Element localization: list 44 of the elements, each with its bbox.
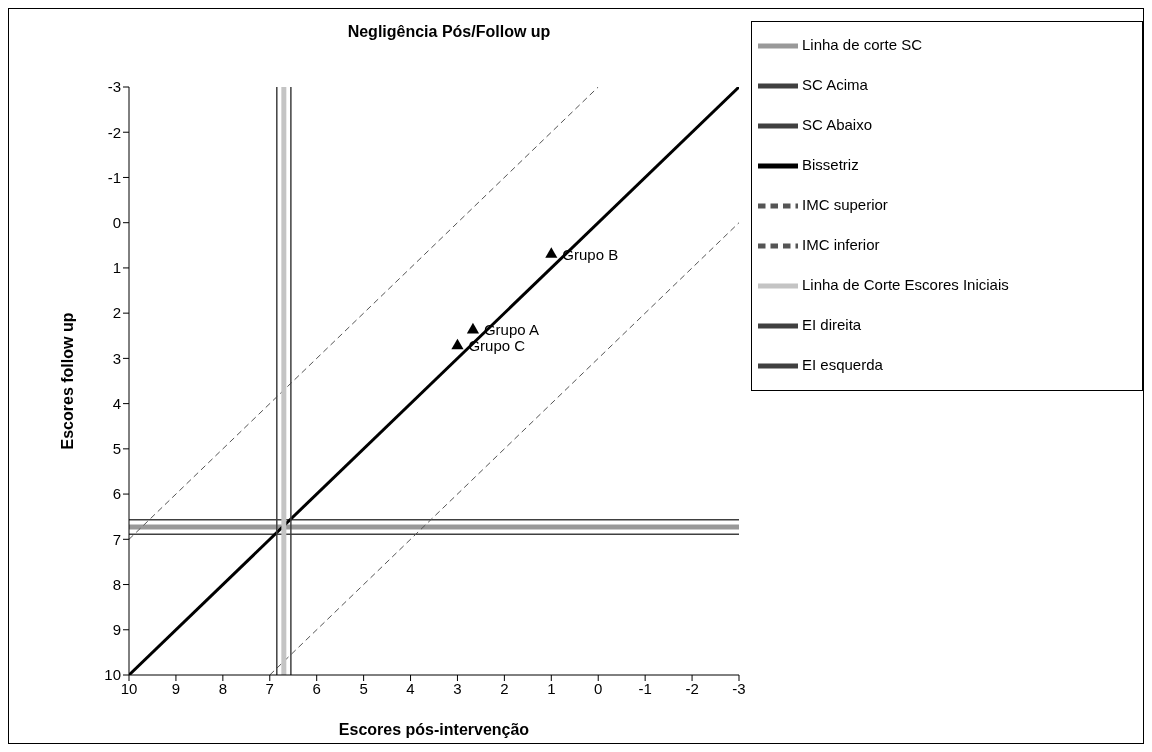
x-tick-label: 0 [594,679,603,697]
x-tick-label: 9 [171,679,181,697]
y-tick-label: 1 [112,259,121,277]
legend-label: EI esquerda [802,355,883,373]
x-axis-title: Escores pós-intervenção [338,721,530,738]
y-axis-title: Escores follow up [58,312,76,450]
y-tick-label: 5 [112,440,121,458]
legend-label: SC Acima [802,75,868,93]
x-tick-label: 1 [547,679,556,697]
x-tick-label: 2 [500,679,509,697]
y-tick-label: -3 [107,78,121,96]
y-tick-label: 8 [112,575,121,593]
point [466,322,480,334]
x-tick-label: 3 [453,679,462,697]
annotation: Grupo B [562,245,619,263]
y-tick-label: 6 [112,485,121,503]
chart-title: Negligência Pós/Follow up [346,23,552,41]
y-tick-label: 4 [112,394,121,412]
x-tick-label: 8 [218,679,228,697]
y-tick-label: -1 [107,168,121,186]
y-tick-label: 7 [112,530,121,548]
y-tick-label: 9 [112,621,121,639]
legend-label: Linha de Corte Escores Iniciais [802,275,1009,293]
x-tick-label: 5 [359,679,368,697]
y-tick-label: -2 [107,123,121,141]
y-tick-label: 3 [112,349,121,367]
annotation: Grupo C [468,337,526,355]
legend-label: IMC inferior [802,235,880,253]
legend-label: Bissetriz [802,155,859,173]
x-tick-label: 4 [406,679,415,697]
x-tick-label: 7 [265,679,274,697]
legend-label: EI direita [802,315,862,333]
x-tick-label: -1 [638,679,652,697]
point [451,338,464,350]
x-tick-label: -2 [685,679,699,697]
legend-label: IMC superior [802,195,888,213]
legend-label: SC Abaixo [802,115,873,133]
y-tick-label: 0 [112,214,121,232]
x-tick-label: -3 [732,679,746,697]
legend-label: Linha de corte SC [802,35,923,53]
x-tick-label: 6 [312,679,321,697]
point [545,247,558,258]
y-tick-label: 10 [104,666,121,684]
y-tick-label: 2 [112,304,121,322]
